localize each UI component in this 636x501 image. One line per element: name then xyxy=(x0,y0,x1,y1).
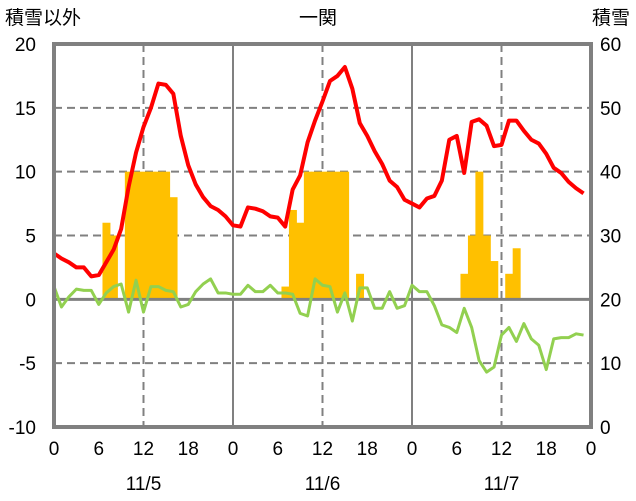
bar xyxy=(303,171,312,300)
bar xyxy=(341,171,350,300)
x-tick-label: 18 xyxy=(357,439,378,460)
x-tick-label: 18 xyxy=(178,439,199,460)
date-label: 11/6 xyxy=(305,474,341,495)
bar xyxy=(490,261,499,300)
x-tick-label: 6 xyxy=(272,439,283,460)
x-tick-label: 0 xyxy=(228,439,239,460)
chart-title: 一関 xyxy=(299,8,337,29)
bar xyxy=(154,171,163,300)
x-tick-label: 0 xyxy=(586,439,597,460)
bar xyxy=(311,171,320,300)
y-tick-label: 10 xyxy=(15,163,36,184)
y2-tick-label: 30 xyxy=(600,227,621,248)
y-tick-label: 20 xyxy=(15,35,36,56)
x-tick-label: 12 xyxy=(491,439,512,460)
y2-tick-label: 40 xyxy=(600,163,621,184)
y2-tick-label: 0 xyxy=(600,418,611,439)
bar xyxy=(162,171,171,300)
bar xyxy=(147,171,156,300)
y2-tick-label: 60 xyxy=(600,35,621,56)
y2-axis-label: 積雪 xyxy=(592,7,630,29)
x-tick-label: 0 xyxy=(49,439,60,460)
bar xyxy=(109,235,118,300)
bar xyxy=(169,197,178,300)
green-series-line xyxy=(52,277,584,374)
bar xyxy=(326,171,335,300)
x-tick-label: 6 xyxy=(451,439,462,460)
plot-frame xyxy=(52,42,593,429)
y2-tick-label: 50 xyxy=(600,99,621,120)
bar xyxy=(124,171,133,300)
y-axis-label: 積雪以外 xyxy=(5,7,81,29)
y-tick-label: -5 xyxy=(19,354,36,375)
date-label: 11/7 xyxy=(484,474,520,495)
x-tick-label: 12 xyxy=(312,439,333,460)
bar xyxy=(132,171,141,300)
x-tick-label: 12 xyxy=(133,439,154,460)
bar xyxy=(482,235,491,300)
y-tick-label: 5 xyxy=(25,227,36,248)
date-label: 11/5 xyxy=(126,474,162,495)
x-tick-label: 0 xyxy=(407,439,418,460)
bar xyxy=(288,209,297,300)
bar xyxy=(467,235,476,300)
x-tick-label: 6 xyxy=(93,439,104,460)
bar xyxy=(333,171,342,300)
bar xyxy=(318,171,327,300)
bar xyxy=(512,248,521,300)
bar xyxy=(296,222,305,300)
bar xyxy=(460,273,469,300)
y-tick-label: 15 xyxy=(15,99,36,120)
red-series-line xyxy=(52,64,585,279)
bar xyxy=(475,171,484,300)
y2-tick-label: 20 xyxy=(600,290,621,311)
x-tick-label: 18 xyxy=(536,439,557,460)
bar xyxy=(505,273,514,300)
y-tick-label: -10 xyxy=(9,418,36,439)
y2-tick-label: 10 xyxy=(600,354,621,375)
y-tick-label: 0 xyxy=(25,290,36,311)
bar xyxy=(139,171,148,300)
